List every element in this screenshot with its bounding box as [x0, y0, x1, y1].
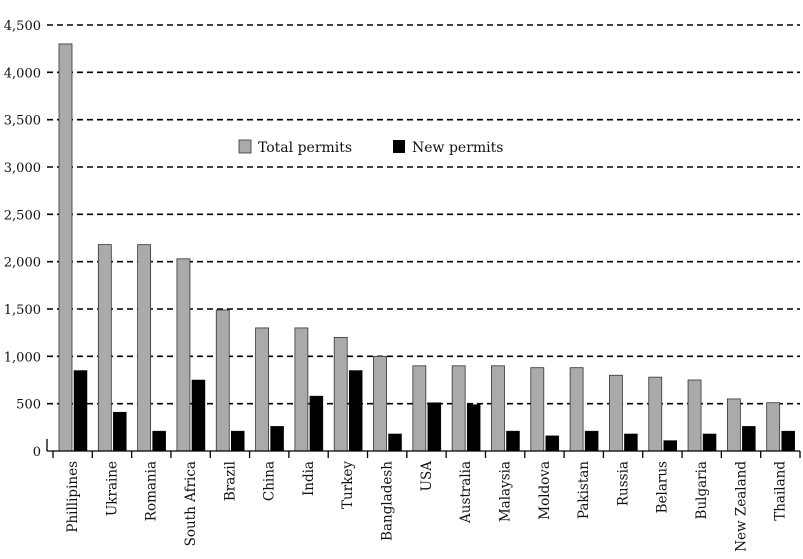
bar-new-permits-bangladesh: [388, 433, 402, 452]
bar-total-permits-belarus: [648, 376, 663, 452]
bar-new-permits-belarus: [663, 440, 677, 452]
x-category-label: Bulgaria: [694, 461, 710, 519]
bar-new-permits-ukraine: [113, 411, 127, 452]
bar-total-permits-usa: [412, 365, 427, 452]
bar-new-permits-bulgaria: [702, 433, 717, 452]
legend-label-total-permits: Total permits: [258, 140, 352, 156]
bar-total-permits-india: [294, 327, 309, 452]
bar-new-permits-malaysia: [506, 430, 520, 452]
y-tick-label: 2,000: [4, 256, 41, 271]
bar-total-permits-south-africa: [176, 258, 191, 452]
x-category-label: China: [262, 461, 278, 501]
y-tick-label: 4,500: [4, 19, 41, 34]
bar-new-permits-south-africa: [191, 379, 206, 452]
x-category-label: Romania: [144, 461, 160, 521]
y-tick-label: 500: [16, 398, 41, 413]
x-category-label: Moldova: [537, 461, 553, 520]
y-tick-label: 0: [33, 445, 41, 460]
bar-total-permits-malaysia: [491, 365, 505, 452]
bar-new-permits-moldova: [545, 435, 560, 452]
y-tick-label: 1,000: [4, 350, 41, 365]
bar-total-permits-romania: [137, 244, 152, 452]
axes: [46, 439, 801, 458]
x-category-label: Australia: [458, 461, 474, 524]
y-axis-ticks: 0 500 1,000 1,500 2,000 2,500 3,000 3,500 4,000 4…: [4, 19, 41, 460]
x-category-label: Russia: [615, 461, 631, 506]
y-tick-label: 3,500: [4, 114, 41, 129]
x-category-label: Brazil: [222, 461, 238, 501]
bar-new-permits-romania: [152, 430, 166, 452]
y-tick-label: 3,000: [4, 161, 41, 176]
bar-total-permits-bulgaria: [687, 379, 702, 452]
bar-total-permits-china: [255, 327, 269, 452]
bar-new-permits-russia: [624, 433, 638, 452]
legend: Total permits New permits: [238, 139, 503, 156]
bar-total-permits-russia: [609, 374, 623, 452]
x-category-label: Thailand: [773, 461, 789, 521]
x-category-label: India: [301, 461, 317, 496]
bar-total-permits-ukraine: [97, 244, 112, 452]
bar-total-permits-thailand: [766, 402, 781, 452]
gridlines: [47, 24, 800, 405]
bar-total-permits-phillipines: [58, 43, 73, 452]
y-tick-label: 2,500: [4, 208, 41, 223]
bar-new-permits-india: [309, 395, 324, 452]
bar-new-permits-china: [270, 426, 284, 452]
legend-label-new-permits: New permits: [412, 140, 503, 156]
bar-new-permits-australia: [466, 404, 481, 452]
legend-swatch-total-permits: [238, 139, 252, 154]
bar-new-permits-turkey: [348, 370, 363, 452]
bar-new-permits-thailand: [781, 430, 795, 452]
x-category-label: Turkey: [340, 461, 356, 509]
bar-total-permits-turkey: [333, 336, 348, 452]
x-category-label: Phillipines: [65, 461, 81, 533]
bar-total-permits-brazil: [215, 309, 230, 452]
x-category-label: Malaysia: [497, 461, 513, 522]
bar-new-permits-usa: [427, 402, 442, 452]
x-category-label: South Africa: [183, 461, 199, 546]
legend-swatch-new-permits: [393, 140, 405, 153]
bar-total-permits-australia: [451, 365, 466, 452]
bar-new-permits-brazil: [231, 430, 245, 452]
x-category-label: New Zealand: [733, 461, 749, 552]
bar-new-permits-new-zealand: [742, 426, 756, 452]
y-tick-label: 1,500: [4, 303, 41, 318]
bar-total-permits-bangladesh: [373, 355, 387, 452]
y-tick-label: 4,000: [4, 66, 41, 81]
bar-total-permits-new-zealand: [726, 398, 741, 452]
bar-total-permits-moldova: [530, 367, 545, 452]
bar-new-permits-pakistan: [584, 430, 599, 452]
bars: [58, 43, 795, 452]
x-axis-labels: Phillipines Ukraine Romania South Africa Bra…: [65, 461, 789, 552]
bar-new-permits-phillipines: [73, 370, 88, 452]
x-category-label: Bangladesh: [380, 461, 396, 541]
x-category-label: Ukraine: [104, 461, 120, 516]
x-category-label: Belarus: [655, 461, 671, 513]
x-category-label: Pakistan: [576, 461, 592, 519]
x-category-label: USA: [419, 461, 435, 492]
bar-total-permits-pakistan: [569, 367, 584, 452]
